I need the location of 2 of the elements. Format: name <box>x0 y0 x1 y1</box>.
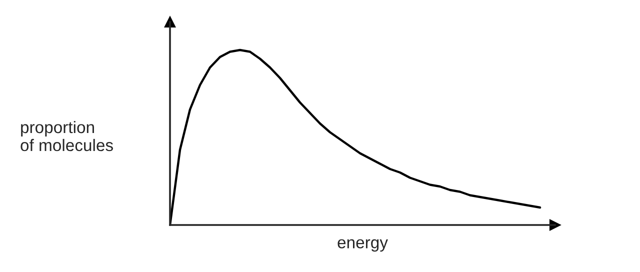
y-axis-title: proportion of molecules <box>20 120 113 152</box>
x-axis-title: energy <box>338 239 388 252</box>
